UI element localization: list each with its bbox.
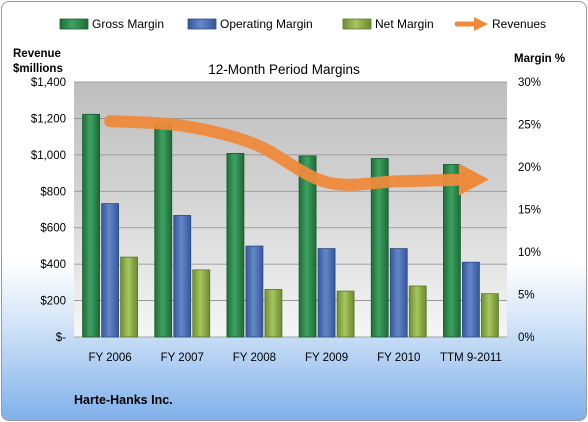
revenues-point	[180, 124, 184, 128]
x-tick-label: TTM 9-2011	[440, 352, 502, 364]
bar-operating-margin	[245, 245, 264, 338]
left-tick-label: $600	[40, 223, 66, 235]
bar-net-margin	[120, 256, 138, 338]
company-name: Harte-Hanks Inc.	[74, 393, 173, 407]
legend-label-net: Net Margin	[375, 17, 434, 31]
left-axis-title-line2: $millions	[13, 63, 63, 75]
legend-label-operating: Operating Margin	[220, 17, 313, 31]
bar-gross-margin	[226, 152, 245, 338]
left-axis-title-line1: Revenue	[13, 48, 61, 60]
chart-title: 12-Month Period Margins	[208, 62, 360, 77]
x-tick-label: FY 2009	[305, 352, 348, 364]
legend-swatch-operating	[187, 18, 217, 30]
left-axis-ticks: $- $200 $400 $600 $800 $1,000 $1,200 $1,400	[31, 77, 66, 344]
revenues-point	[108, 119, 112, 123]
gridlines	[74, 81, 507, 338]
bar-net-margin	[264, 288, 283, 338]
x-tick-label: FY 2008	[233, 352, 276, 364]
legend-swatch-net	[342, 18, 372, 30]
revenues-line-layer	[104, 115, 489, 196]
left-tick-label: $200	[40, 296, 66, 308]
right-tick-label: 0%	[518, 332, 535, 344]
left-tick-label: $400	[40, 259, 66, 271]
bar-gross-margin	[298, 155, 317, 338]
x-tick-label: FY 2010	[377, 352, 420, 364]
bar-gross-margin	[370, 158, 389, 338]
left-tick-label: $800	[40, 186, 66, 198]
revenues-point	[325, 180, 329, 184]
legend-swatch-gross	[59, 18, 89, 30]
left-tick-label: $1,200	[31, 113, 66, 125]
right-axis-title: Margin %	[514, 53, 565, 65]
revenues-point	[469, 177, 473, 181]
right-tick-label: 10%	[518, 247, 541, 259]
bar-gross-margin	[154, 122, 173, 338]
bar-net-margin	[192, 269, 211, 338]
bar-operating-margin	[101, 203, 119, 338]
left-tick-label: $1,000	[31, 150, 66, 162]
right-tick-label: 20%	[518, 162, 541, 174]
right-tick-label: 5%	[518, 290, 535, 302]
right-tick-label: 25%	[518, 120, 541, 132]
right-axis-ticks: 0% 5% 10% 15% 20% 25% 30%	[518, 77, 541, 344]
x-axis-ticks: FY 2006 FY 2007 FY 2008 FY 2009 FY 2010 TTM 9…	[88, 352, 501, 364]
legend-label-revenues: Revenues	[492, 17, 546, 31]
bar-operating-margin	[317, 248, 336, 338]
bar-gross-margin	[82, 113, 100, 338]
revenues-line	[104, 115, 477, 191]
left-tick-label: $-	[56, 332, 66, 344]
bar-net-margin	[408, 285, 427, 338]
legend-label-gross: Gross Margin	[92, 17, 164, 31]
bar-net-margin	[336, 290, 355, 338]
bar-operating-margin	[173, 215, 192, 338]
bar-marks	[82, 113, 499, 338]
bar-operating-margin	[389, 248, 408, 338]
revenues-point	[252, 142, 256, 146]
right-tick-label: 15%	[518, 205, 541, 217]
x-tick-label: FY 2006	[88, 352, 131, 364]
left-tick-label: $1,400	[31, 77, 66, 89]
bar-operating-margin	[462, 261, 480, 338]
bar-net-margin	[481, 293, 499, 338]
legend: Gross Margin Operating Margin Net Margin…	[59, 17, 546, 31]
revenues-point	[397, 179, 401, 183]
right-tick-label: 30%	[518, 77, 541, 89]
bar-gross-margin	[443, 164, 461, 338]
revenues-arrowhead	[458, 163, 489, 196]
x-tick-label: FY 2007	[161, 352, 204, 364]
legend-arrowhead-revenues	[474, 17, 488, 31]
